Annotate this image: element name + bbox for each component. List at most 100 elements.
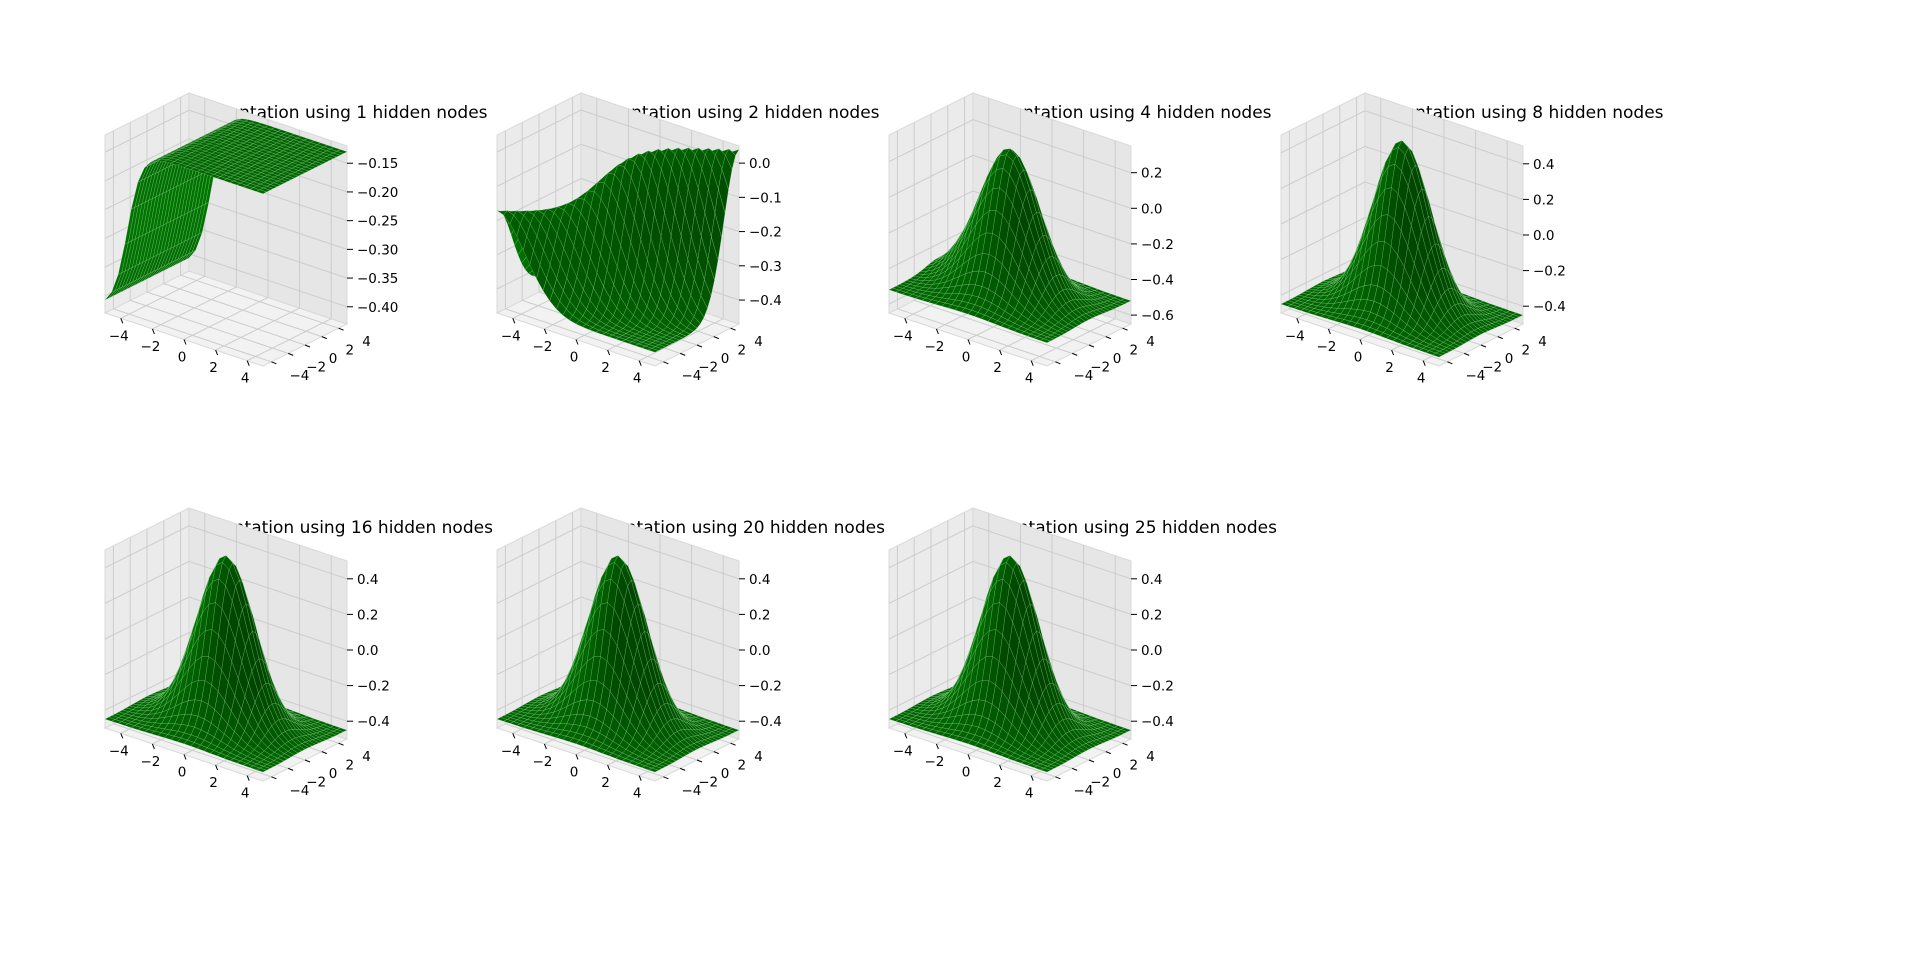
surface-patch: [318, 735, 331, 741]
surface-patch: [1085, 311, 1097, 319]
surface-patch: [1116, 729, 1129, 734]
x-tick-label: 4: [241, 786, 250, 802]
y-tick-label: 0: [329, 351, 338, 367]
y-tick: [680, 352, 686, 356]
z-tick-label: −0.2: [357, 679, 390, 695]
z-tick-label: −0.2: [749, 225, 782, 241]
surface-patch: [1452, 340, 1465, 347]
y-tick-label: 0: [721, 351, 730, 367]
surface-patch: [336, 149, 348, 154]
z-gridline: [888, 119, 1132, 174]
y-tick: [288, 352, 294, 356]
surface-patch: [1473, 328, 1486, 335]
z-gridline: [1280, 145, 1524, 200]
surface-patch: [1102, 306, 1115, 311]
y-tick-label: 2: [1130, 758, 1139, 774]
y-tick-label: 4: [362, 749, 371, 765]
surface-patch: [318, 158, 331, 163]
x-tick-label: 4: [633, 371, 642, 387]
z-tick-label: −0.4: [1141, 273, 1174, 289]
surface-patch: [1442, 347, 1454, 352]
x-tick-label: −2: [924, 754, 944, 770]
z-tick-label: 0.0: [749, 156, 770, 172]
z-tick-label: −0.2: [1533, 264, 1566, 280]
surface-patch: [1060, 755, 1073, 762]
y-tick: [321, 751, 327, 755]
surface-patch: [294, 170, 306, 175]
x-tick-label: −2: [532, 339, 552, 355]
subplot-1: Representation using 1 hidden nodes−4−20…: [103, 92, 488, 387]
x-tick-label: 0: [178, 350, 187, 366]
surface-patch: [283, 175, 296, 180]
y-tick-label: −4: [289, 368, 309, 384]
y-tick: [1072, 767, 1078, 771]
surface-patch: [280, 177, 292, 182]
surface-patch: [255, 767, 268, 773]
z-tick-label: 0.0: [749, 643, 770, 659]
x-tick: [575, 339, 579, 345]
surface-patch: [1501, 317, 1514, 323]
surface-patch: [269, 182, 282, 187]
y-tick: [1105, 336, 1111, 340]
surface-patch: [668, 755, 681, 762]
y-tick-label: 2: [738, 343, 747, 359]
y-tick: [321, 336, 327, 340]
x-tick-label: 0: [1354, 350, 1363, 366]
x-tick-label: 2: [209, 360, 218, 376]
surface-patch: [1470, 329, 1482, 337]
y-gridline: [1288, 130, 1448, 363]
y-tick: [730, 327, 736, 331]
z-tick-label: −0.6: [1141, 308, 1174, 324]
subplot-3: Representation using 4 hidden nodes−4−20…: [887, 92, 1272, 387]
x-tick: [215, 349, 219, 356]
y-tick-label: 0: [721, 766, 730, 782]
surface-patch: [1480, 325, 1493, 332]
surface-patch: [710, 735, 723, 741]
x-tick: [638, 360, 642, 366]
surface-patch: [329, 152, 341, 158]
y-tick: [271, 776, 277, 780]
surface-patch: [1116, 300, 1129, 305]
x-gridline: [215, 130, 301, 351]
y-tick: [1122, 742, 1128, 746]
x-tick: [904, 318, 908, 324]
z-tick-label: −0.40: [357, 300, 398, 316]
z-tick-label: 0.0: [1533, 228, 1554, 244]
surface-patch: [287, 173, 299, 179]
x-tick-label: 2: [993, 360, 1002, 376]
surface: [1280, 139, 1524, 358]
surface-patch: [1053, 330, 1066, 336]
y-tick-label: 0: [329, 766, 338, 782]
y-tick-label: −2: [1482, 359, 1502, 375]
x-tick-label: 0: [570, 350, 579, 366]
subplot-6: Representation using 20 hidden nodes−4−2…: [495, 507, 885, 802]
z-gridline: [104, 560, 348, 615]
y-tick: [1055, 361, 1061, 365]
y-tick-label: 2: [738, 758, 747, 774]
surface-patch: [1109, 303, 1122, 308]
y-tick: [1514, 327, 1520, 331]
z-tick-label: 0.0: [1141, 201, 1162, 217]
surface-patch: [647, 767, 660, 773]
surface-patch: [1113, 301, 1125, 307]
z-tick-label: −0.4: [1141, 714, 1174, 730]
y-tick: [338, 742, 344, 746]
y-tick: [1497, 336, 1503, 340]
y-tick: [1072, 352, 1078, 356]
surface-patch: [1435, 350, 1447, 356]
surface-patch: [1095, 308, 1108, 314]
y-tick-label: −4: [681, 368, 701, 384]
surface-patch: [290, 172, 303, 177]
z-tick-label: 0.4: [1141, 572, 1162, 588]
y-tick-label: 4: [1538, 334, 1547, 350]
surface-patch: [273, 180, 285, 186]
z-tick-label: −0.2: [749, 679, 782, 695]
z-gridline: [496, 632, 740, 687]
y-tick: [663, 361, 669, 365]
surface-patch: [1431, 352, 1444, 358]
z-tick-label: −0.4: [357, 714, 390, 730]
x-tick: [607, 349, 611, 356]
x-tick: [512, 318, 516, 324]
surface-patch: [1039, 767, 1052, 773]
surface-patch: [1081, 313, 1094, 320]
